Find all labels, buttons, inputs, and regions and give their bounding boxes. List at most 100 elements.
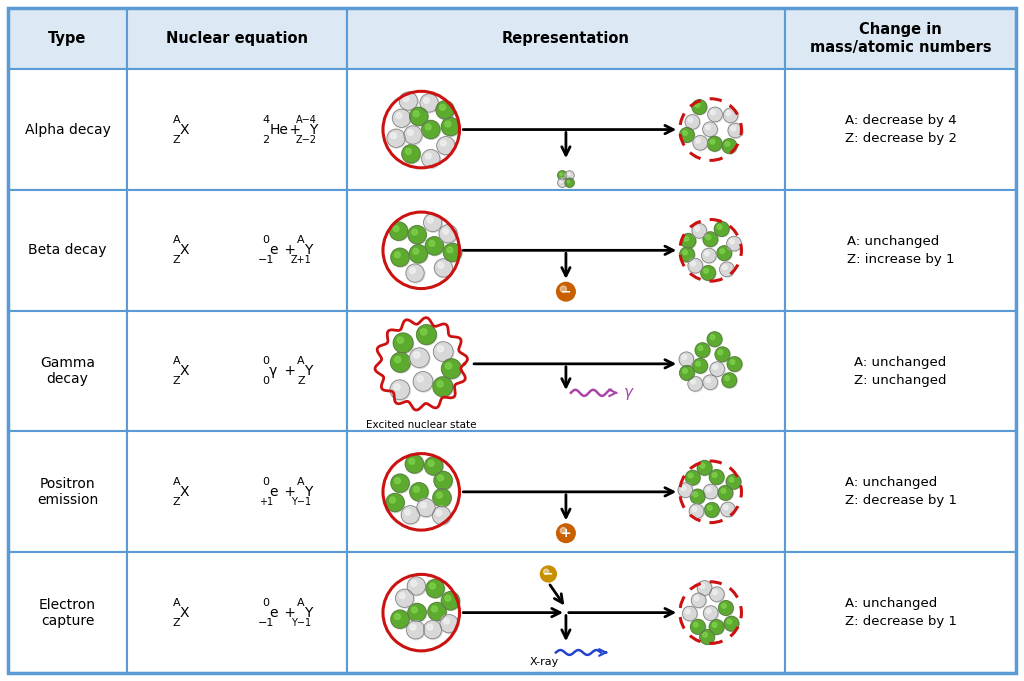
Circle shape — [391, 249, 410, 267]
Circle shape — [711, 140, 715, 144]
Circle shape — [406, 148, 412, 154]
Circle shape — [409, 458, 415, 464]
Text: A: unchanged
Z: increase by 1: A: unchanged Z: increase by 1 — [847, 235, 954, 266]
Circle shape — [693, 359, 708, 374]
Circle shape — [423, 151, 440, 168]
Circle shape — [691, 593, 706, 607]
Circle shape — [390, 353, 411, 373]
Circle shape — [720, 262, 734, 276]
Circle shape — [413, 249, 419, 254]
Circle shape — [442, 360, 462, 379]
Circle shape — [715, 347, 730, 362]
Circle shape — [395, 589, 414, 607]
Text: e: e — [269, 605, 278, 620]
Circle shape — [688, 118, 692, 122]
Text: γ: γ — [624, 385, 633, 400]
Text: Z+1: Z+1 — [291, 255, 311, 266]
Circle shape — [730, 239, 734, 244]
Circle shape — [445, 595, 451, 601]
Circle shape — [442, 228, 449, 234]
Text: Alpha decay: Alpha decay — [25, 123, 111, 137]
Circle shape — [445, 121, 451, 127]
Circle shape — [390, 380, 410, 400]
Circle shape — [389, 222, 408, 240]
Circle shape — [391, 474, 410, 492]
Text: A: decrease by 4
Z: decrease by 2: A: decrease by 4 Z: decrease by 2 — [845, 114, 956, 145]
Bar — [785, 190, 1016, 311]
Circle shape — [426, 580, 444, 598]
Circle shape — [683, 250, 687, 255]
Text: Representation: Representation — [502, 31, 630, 46]
Circle shape — [404, 509, 411, 515]
Circle shape — [425, 457, 442, 475]
Circle shape — [706, 125, 711, 129]
Circle shape — [690, 505, 705, 519]
Text: A: A — [172, 236, 180, 245]
Circle shape — [424, 97, 429, 104]
Circle shape — [702, 375, 718, 390]
Circle shape — [717, 225, 722, 229]
Circle shape — [680, 128, 695, 143]
Circle shape — [411, 108, 429, 126]
Circle shape — [724, 108, 738, 123]
Circle shape — [439, 104, 445, 110]
Text: Y: Y — [304, 243, 312, 257]
Circle shape — [688, 377, 702, 391]
Circle shape — [700, 584, 705, 588]
Text: Z−2: Z−2 — [296, 135, 316, 144]
Circle shape — [434, 378, 454, 398]
Circle shape — [723, 140, 737, 154]
Text: A: A — [297, 356, 305, 366]
Bar — [785, 8, 1016, 69]
Circle shape — [391, 248, 410, 266]
Circle shape — [425, 153, 431, 159]
Circle shape — [557, 524, 575, 543]
Text: He: He — [269, 123, 288, 137]
Circle shape — [718, 350, 723, 355]
Circle shape — [411, 349, 430, 368]
Circle shape — [560, 528, 566, 534]
Circle shape — [691, 620, 706, 635]
Circle shape — [725, 617, 739, 631]
Text: 0: 0 — [263, 236, 269, 245]
Bar — [8, 311, 127, 432]
Circle shape — [397, 337, 403, 343]
Circle shape — [685, 609, 690, 614]
Circle shape — [700, 463, 705, 468]
Circle shape — [694, 596, 699, 601]
Circle shape — [709, 108, 723, 123]
Circle shape — [728, 124, 743, 138]
Circle shape — [414, 486, 419, 492]
Circle shape — [680, 248, 695, 262]
Circle shape — [422, 150, 440, 168]
Circle shape — [437, 475, 443, 481]
Circle shape — [407, 620, 425, 639]
Circle shape — [717, 246, 731, 261]
Text: 0: 0 — [263, 598, 269, 607]
Circle shape — [697, 461, 713, 476]
Circle shape — [440, 614, 458, 633]
Circle shape — [390, 133, 396, 139]
Text: +: + — [560, 526, 571, 540]
Circle shape — [440, 140, 446, 146]
Circle shape — [706, 503, 720, 518]
Circle shape — [678, 483, 693, 498]
Circle shape — [708, 332, 722, 347]
Circle shape — [724, 616, 738, 631]
Circle shape — [703, 484, 718, 499]
Circle shape — [431, 606, 437, 612]
Circle shape — [727, 357, 742, 371]
Circle shape — [682, 355, 687, 360]
Circle shape — [728, 358, 742, 372]
Bar — [8, 552, 127, 673]
Circle shape — [437, 137, 455, 155]
Text: X: X — [179, 485, 188, 499]
Circle shape — [715, 222, 730, 237]
Bar — [127, 552, 347, 673]
Circle shape — [680, 366, 694, 380]
Circle shape — [425, 458, 443, 476]
Circle shape — [428, 603, 446, 620]
Circle shape — [688, 258, 702, 273]
Circle shape — [410, 244, 427, 263]
Circle shape — [708, 107, 722, 122]
